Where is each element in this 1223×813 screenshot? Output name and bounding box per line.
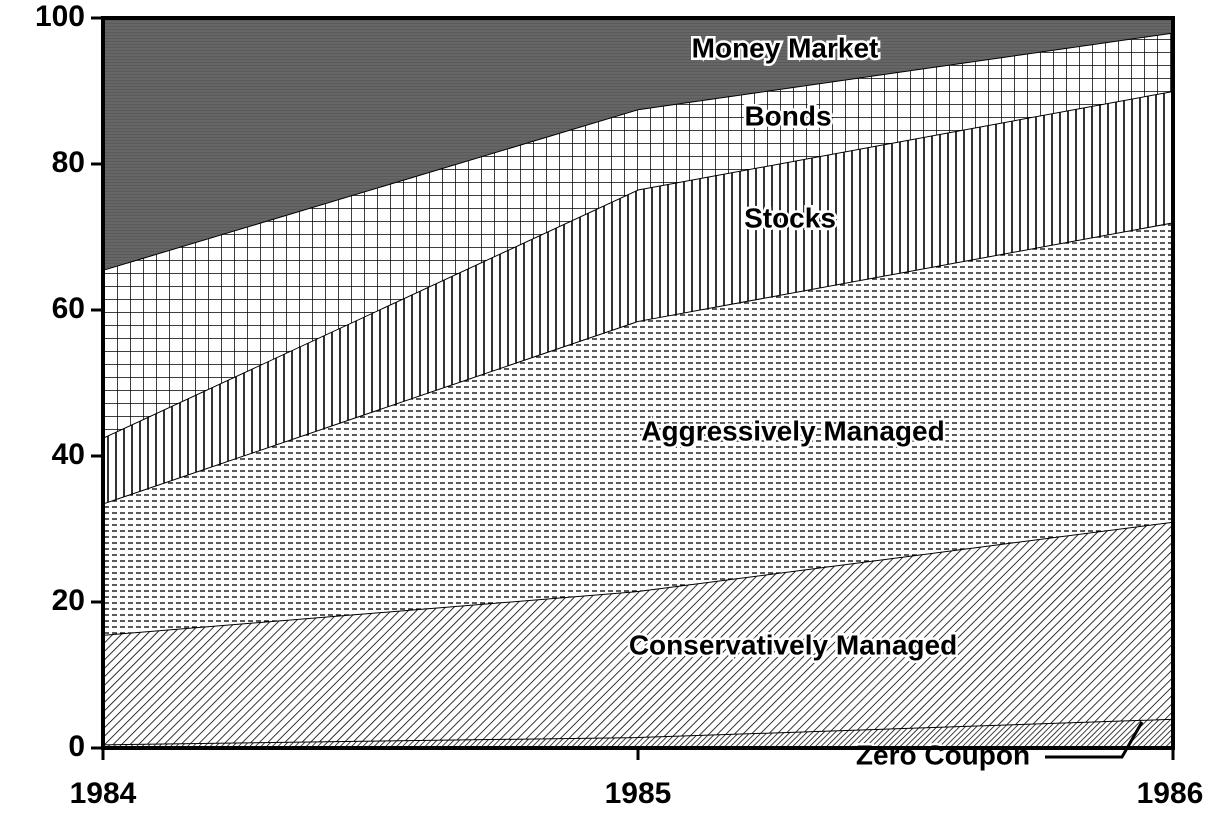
x-tick-label: 1985 bbox=[605, 777, 672, 810]
series-label: Zero Coupon bbox=[856, 739, 1030, 770]
series-label: Money Market bbox=[692, 32, 879, 63]
series-label: Bonds bbox=[744, 100, 831, 131]
y-tick-label: 100 bbox=[35, 0, 85, 33]
series-label: Aggressively Managed bbox=[641, 415, 944, 446]
area bbox=[103, 91, 1173, 504]
series-label: Conservatively Managed bbox=[629, 629, 957, 660]
y-tick-label: 20 bbox=[52, 584, 85, 617]
y-tick-label: 80 bbox=[52, 146, 85, 179]
series-label: Stocks bbox=[744, 202, 836, 233]
plot-area bbox=[102, 17, 1174, 748]
x-tick-label: 1984 bbox=[70, 777, 137, 810]
y-tick-label: 60 bbox=[52, 292, 85, 325]
x-tick-label: 1986 bbox=[1137, 777, 1204, 810]
area bbox=[103, 521, 1173, 745]
area bbox=[103, 32, 1173, 438]
area bbox=[103, 222, 1173, 635]
y-tick-label: 0 bbox=[68, 730, 85, 763]
leader-line bbox=[1045, 721, 1144, 759]
y-tick-label: 40 bbox=[52, 438, 85, 471]
area bbox=[103, 18, 1173, 270]
axes: Zero Coupon Conservatively Managed Aggress… bbox=[35, 0, 1203, 810]
